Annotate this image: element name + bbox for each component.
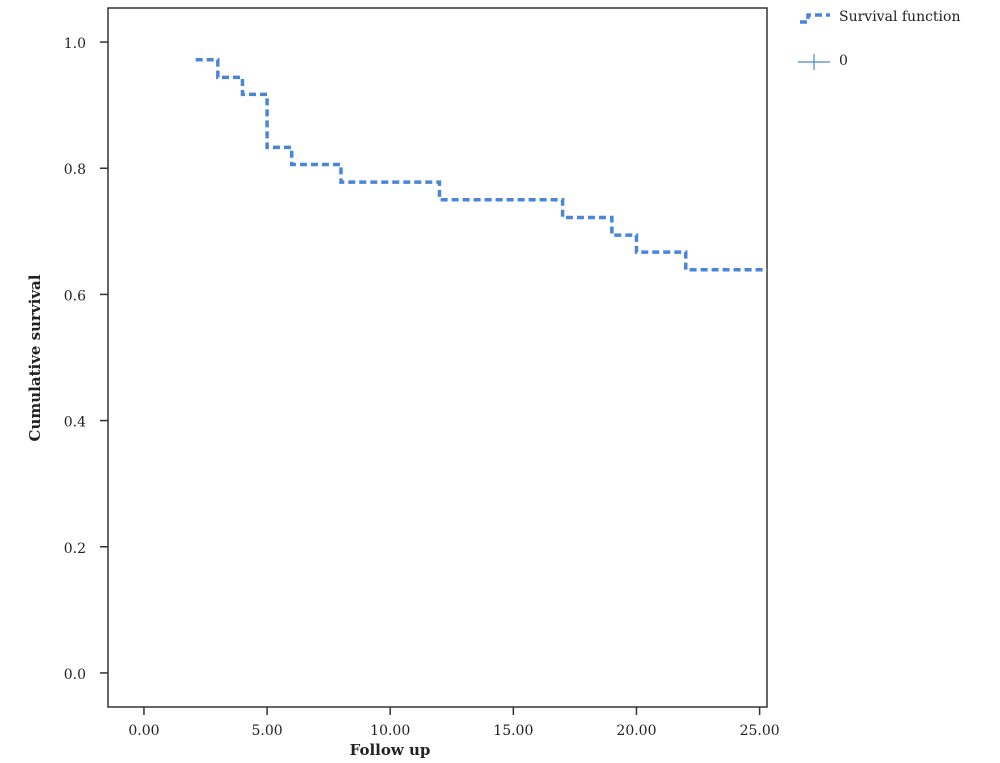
legend-label: Survival function (839, 9, 960, 25)
y-axis-title: Cumulative survival (26, 274, 44, 441)
y-tick-label: 0.8 (64, 162, 86, 178)
x-tick-label: 20.00 (616, 723, 656, 739)
censor-legend-label: 0 (839, 53, 848, 69)
x-tick-label: 25.00 (740, 723, 780, 739)
y-tick-label: 0.2 (64, 541, 86, 557)
y-tick-label: 0.0 (64, 667, 86, 683)
x-tick-label: 15.00 (493, 723, 533, 739)
x-axis-title: Follow up (350, 741, 431, 759)
x-tick-label: 0.00 (128, 723, 159, 739)
legend-swatch (800, 13, 830, 24)
y-tick-label: 1.0 (64, 36, 86, 52)
y-tick-label: 0.4 (64, 415, 86, 431)
plot-frame (107, 7, 768, 708)
x-tick-label: 5.00 (252, 723, 283, 739)
x-tick-label: 10.00 (370, 723, 410, 739)
survival-line (195, 57, 767, 272)
y-tick-label: 0.6 (64, 288, 86, 304)
